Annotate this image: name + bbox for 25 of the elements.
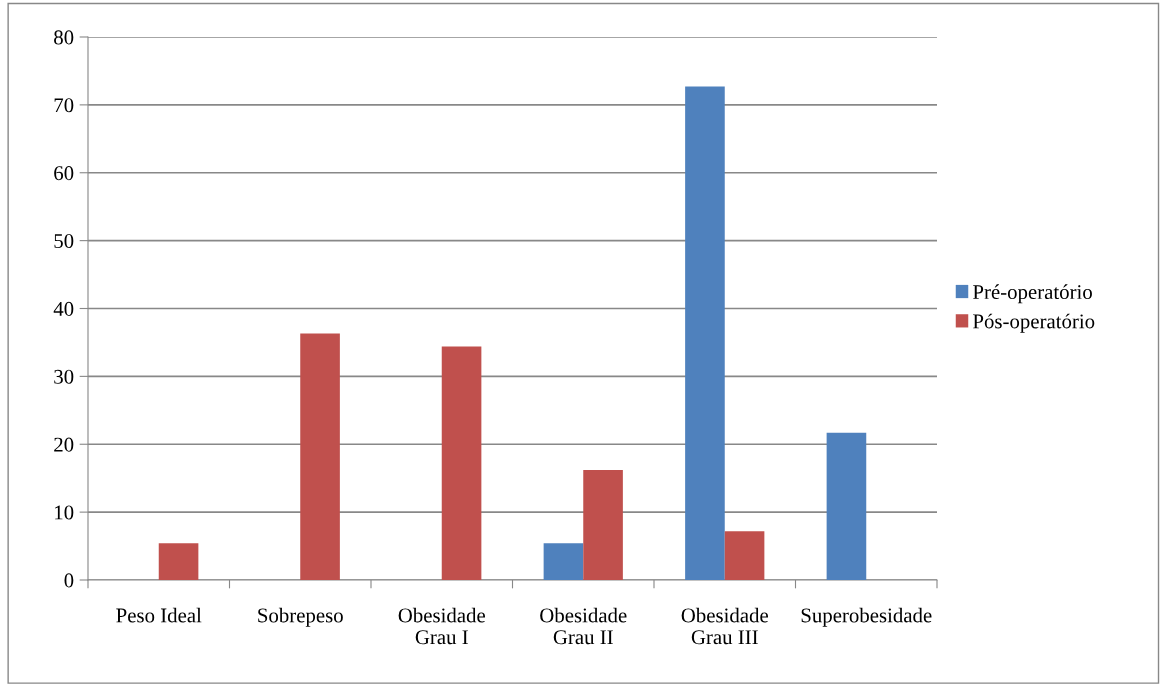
y-tick-label: 0 [64, 573, 74, 588]
y-tick-label: 80 [54, 30, 74, 45]
bar [158, 543, 199, 580]
y-tick-label: 70 [54, 98, 74, 113]
x-tick-label: Superobesidade [801, 607, 932, 627]
y-tick-label: 50 [54, 234, 74, 249]
x-tick-label: Obesidade Grau I [398, 607, 485, 645]
bar [685, 86, 725, 580]
x-tick-label: Sobrepeso [258, 607, 343, 627]
y-tick-label: 10 [55, 505, 74, 520]
x-tick-label: Peso Ideal [116, 607, 202, 623]
bar [300, 333, 340, 580]
bar [543, 543, 584, 580]
y-tick-label: 20 [54, 437, 74, 452]
bar [441, 346, 482, 580]
legend-label: Pós-operatório [973, 313, 1095, 333]
bar [826, 432, 867, 580]
x-tick-label: Obesidade Grau II [540, 607, 627, 645]
legend-label: Pré-operatório [973, 284, 1092, 304]
bar [583, 470, 623, 580]
y-tick-label: 60 [54, 166, 74, 181]
y-tick-label: 30 [54, 369, 74, 384]
x-tick-label: Obesidade Grau III [681, 607, 768, 645]
y-tick-label: 40 [53, 301, 74, 316]
bar [724, 531, 765, 580]
